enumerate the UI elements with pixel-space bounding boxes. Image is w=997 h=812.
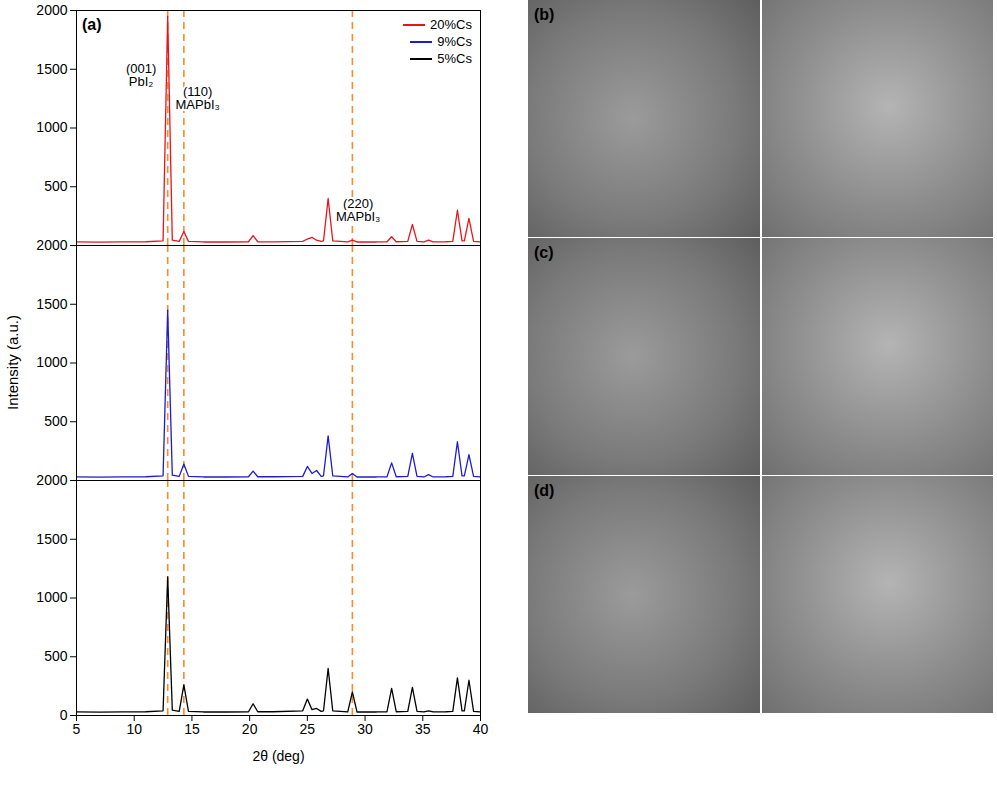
svg-text:25: 25 [300,721,316,737]
svg-text:20: 20 [242,721,258,737]
svg-text:1000: 1000 [36,119,67,135]
svg-text:0: 0 [60,707,68,723]
html-text:(c): (c) [534,244,554,261]
svg-text:(110)MAPbI₃: (110)MAPbI₃ [176,84,220,112]
svg-text:1000: 1000 [36,354,67,370]
svg-text:500: 500 [44,178,68,194]
html-text:(b): (b) [534,6,555,23]
html-text:5%Cs: 5%Cs [437,51,472,66]
svg-text:2θ (deg): 2θ (deg) [252,748,304,764]
svg-text:2000: 2000 [36,472,67,488]
html-text:(d): (d) [534,482,555,499]
svg-text:15: 15 [184,721,200,737]
svg-text:2000: 2000 [36,2,67,18]
svg-text:(220)MAPbI₃: (220)MAPbI₃ [336,196,380,224]
svg-text:5: 5 [73,721,81,737]
svg-text:10: 10 [126,721,142,737]
svg-text:40: 40 [473,721,489,737]
html-text:20%Cs: 20%Cs [430,17,472,32]
html-text:9%Cs: 9%Cs [437,34,472,49]
svg-text:500: 500 [44,413,68,429]
svg-text:30: 30 [357,721,373,737]
html-text:(a): (a) [82,16,102,33]
svg-text:35: 35 [415,721,431,737]
svg-text:500: 500 [44,648,68,664]
svg-text:1500: 1500 [36,296,67,312]
svg-text:1500: 1500 [36,61,67,77]
svg-text:1500: 1500 [36,531,67,547]
svg-text:2000: 2000 [36,237,67,253]
svg-text:(001)PbI₂: (001)PbI₂ [126,61,156,89]
svg-text:Intensity (a.u.): Intensity (a.u.) [4,315,21,410]
svg-text:1000: 1000 [36,589,67,605]
